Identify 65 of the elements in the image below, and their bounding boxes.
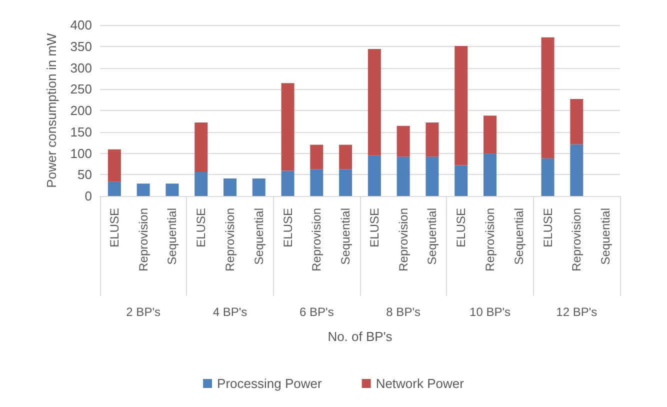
bar	[339, 169, 352, 196]
x-tick-label: Reprovision	[483, 208, 497, 272]
y-tick-label: 250	[70, 82, 92, 97]
bar	[166, 184, 179, 196]
bar	[541, 37, 554, 158]
y-tick-label: 0	[84, 188, 92, 204]
legend-label: Processing Power	[217, 376, 322, 391]
y-tick-label: 50	[78, 167, 92, 182]
bar	[426, 156, 439, 196]
bar	[136, 184, 150, 196]
x-axis-title: No. of BP's	[328, 329, 393, 344]
text: 2 BP's	[126, 305, 160, 319]
bar	[281, 170, 294, 196]
x-tick-label: Reprovision	[570, 208, 584, 272]
legend-label: Network Power	[376, 376, 465, 391]
x-tick-label: Sequential	[338, 208, 353, 265]
x-tick-label: ELUSE	[454, 208, 468, 248]
x-tick-label: Sequential	[598, 208, 613, 265]
bar	[108, 149, 121, 182]
text: 4 BP's	[212, 305, 248, 319]
text: 8 BP's	[386, 305, 420, 319]
x-tick-label: Sequential	[425, 208, 440, 265]
bar	[454, 46, 468, 166]
bar	[368, 48, 381, 156]
bar	[541, 158, 554, 196]
x-tick-label: Reprovision	[223, 208, 237, 272]
y-tick-label: 200	[70, 103, 92, 118]
bar	[194, 122, 208, 172]
x-tick-label: ELUSE	[540, 208, 555, 248]
bar	[252, 178, 266, 196]
bar	[570, 144, 584, 196]
bar	[224, 178, 236, 196]
y-axis-title: Power consumption in mW	[44, 32, 59, 188]
bar	[484, 116, 496, 154]
text: 6 BP's	[300, 305, 334, 319]
y-tick-label: 100	[70, 146, 92, 161]
x-tick-label: Sequential	[512, 208, 526, 265]
bar	[368, 155, 381, 196]
bar	[396, 126, 410, 157]
bar	[281, 83, 294, 171]
text: 10 BP's	[470, 305, 510, 319]
y-tick-label: 150	[70, 124, 92, 140]
bar	[426, 122, 439, 157]
y-tick-label: 350	[70, 38, 92, 54]
bar	[194, 172, 208, 196]
bar	[484, 154, 496, 196]
bar	[454, 165, 468, 196]
bar	[570, 98, 584, 144]
bar	[339, 144, 352, 170]
x-tick-label: ELUSE	[367, 208, 382, 248]
x-tick-label: ELUSE	[194, 208, 208, 248]
x-tick-label: ELUSE	[107, 208, 122, 248]
x-tick-label: Reprovision	[136, 208, 150, 272]
x-tick-label: Sequential	[252, 208, 266, 265]
x-tick-label: Reprovision	[396, 208, 410, 272]
x-tick-label: Reprovision	[310, 208, 324, 272]
bar	[108, 182, 121, 196]
bar	[310, 169, 324, 196]
y-tick-label: 300	[70, 60, 92, 76]
y-tick-label: 400	[70, 18, 92, 32]
bar	[310, 144, 324, 170]
x-tick-label: ELUSE	[280, 208, 295, 248]
bar	[396, 156, 410, 196]
x-tick-label: Sequential	[165, 208, 180, 265]
text: 12 BP's	[556, 305, 598, 319]
